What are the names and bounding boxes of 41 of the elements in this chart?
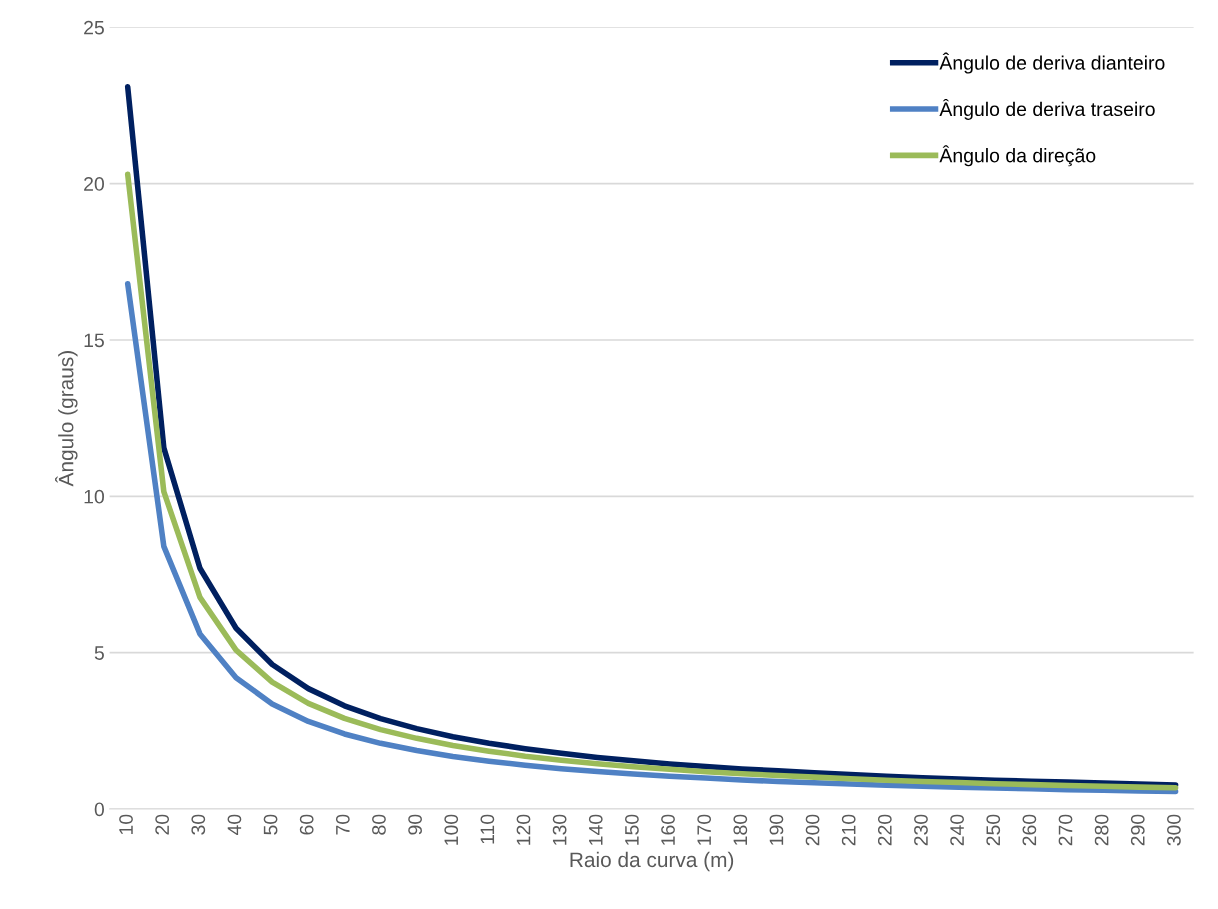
x-axis-title: Raio da curva (m) bbox=[570, 851, 734, 872]
x-tick-label: 40 bbox=[227, 814, 242, 836]
x-tick-label: 70 bbox=[335, 814, 350, 835]
x-tick-label: 270 bbox=[1058, 814, 1073, 846]
x-tick-label: 280 bbox=[1094, 814, 1109, 846]
x-tick-label: 60 bbox=[299, 814, 314, 835]
x-tick-label: 230 bbox=[914, 814, 928, 846]
x-tick-label: 290 bbox=[1130, 814, 1145, 846]
x-tick-label: 150 bbox=[625, 814, 639, 845]
y-axis-title: Ângulo (graus) bbox=[55, 351, 78, 487]
x-tick-label: 90 bbox=[408, 814, 422, 835]
y-tick-label: 0 bbox=[94, 802, 104, 817]
x-tick-label: 180 bbox=[733, 814, 748, 845]
y-tick-label: 25 bbox=[84, 20, 104, 35]
x-tick-label: 80 bbox=[372, 814, 386, 835]
x-tick-label: 10 bbox=[119, 814, 133, 835]
y-tick-label: 5 bbox=[94, 646, 104, 660]
x-tick-label: 20 bbox=[155, 814, 170, 835]
x-tick-label: 200 bbox=[805, 814, 820, 846]
x-tick-label: 50 bbox=[263, 814, 278, 835]
x-tick-label: 190 bbox=[769, 814, 784, 845]
x-tick-label: 260 bbox=[1022, 814, 1037, 846]
legend-label: Ângulo de deriva traseiro bbox=[939, 98, 1155, 120]
x-tick-label: 160 bbox=[661, 814, 675, 845]
legend-label: Ângulo da direção bbox=[939, 145, 1096, 167]
legend-label: Ângulo de deriva dianteiro bbox=[939, 52, 1165, 74]
x-tick-label: 210 bbox=[841, 814, 856, 846]
x-tick-label: 140 bbox=[588, 814, 603, 845]
y-tick-label: 10 bbox=[84, 489, 104, 504]
x-tick-label: 170 bbox=[697, 814, 712, 845]
x-tick-label: 240 bbox=[950, 814, 964, 846]
x-tick-label: 130 bbox=[552, 814, 567, 845]
x-tick-label: 250 bbox=[986, 814, 1001, 846]
x-tick-label: 110 bbox=[480, 814, 495, 844]
x-tick-label: 300 bbox=[1167, 814, 1181, 846]
x-tick-label: 120 bbox=[516, 814, 531, 845]
x-tick-label: 220 bbox=[877, 814, 892, 846]
y-tick-label: 15 bbox=[84, 333, 104, 348]
x-tick-label: 30 bbox=[191, 814, 206, 835]
y-tick-label: 20 bbox=[84, 177, 104, 191]
x-tick-label: 100 bbox=[444, 814, 459, 845]
